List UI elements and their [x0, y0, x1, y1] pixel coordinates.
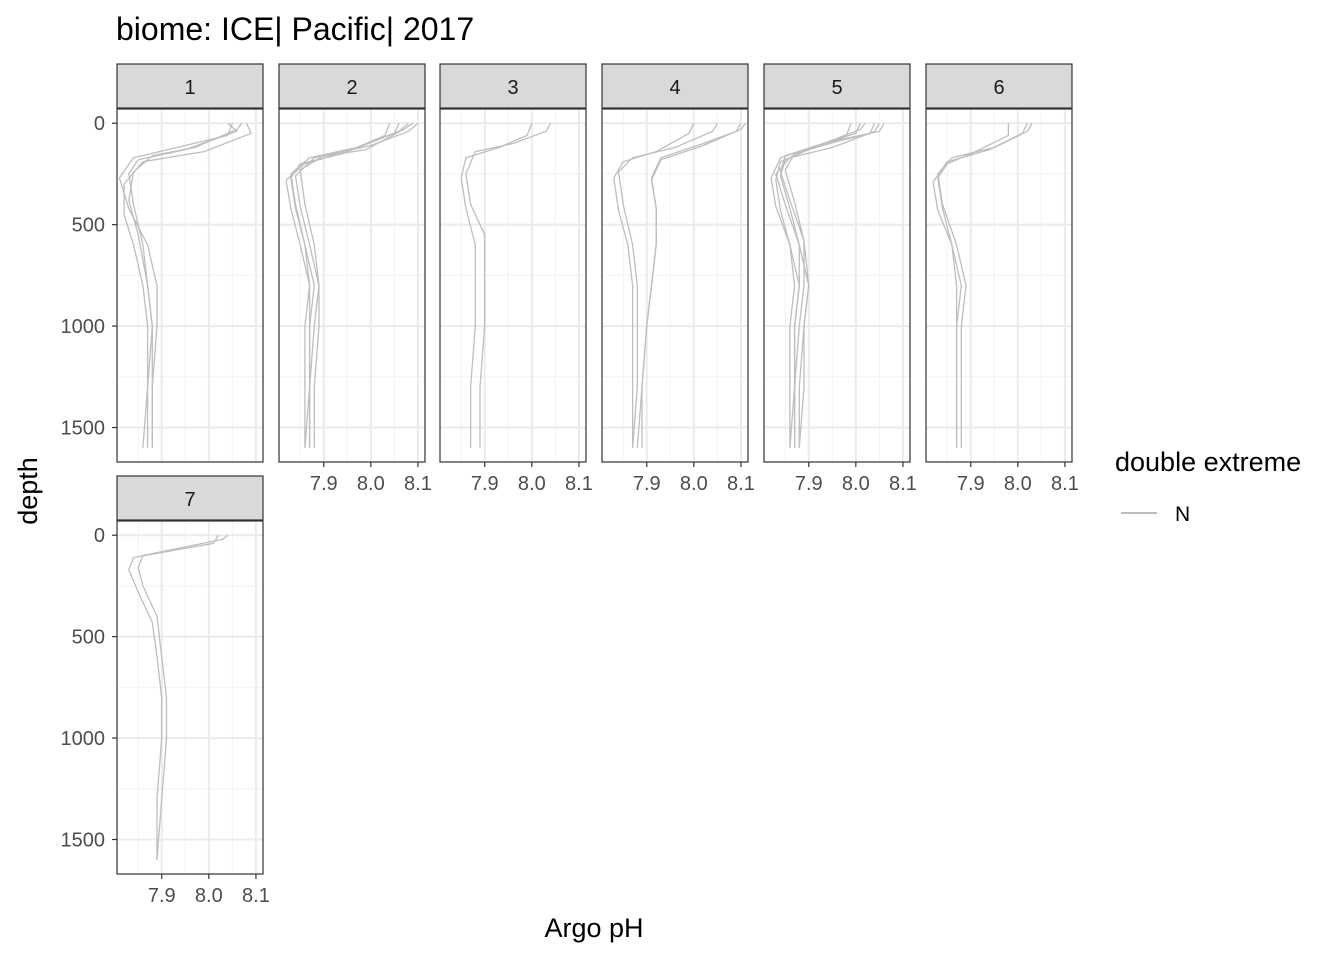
profile-line — [779, 122, 876, 448]
facet-strip — [116, 63, 264, 109]
facet-strip-label: 1 — [184, 77, 195, 99]
profile-line — [123, 122, 252, 448]
profile-line — [641, 122, 747, 448]
panel-background — [764, 109, 910, 462]
panel-border — [439, 108, 587, 463]
facet-strip — [278, 63, 426, 109]
profile-line — [779, 122, 862, 448]
profile-line — [784, 122, 885, 448]
x-tick-label: 8.0 — [518, 473, 546, 495]
facet-strip-label: 4 — [669, 77, 680, 99]
panel-background — [926, 109, 1072, 462]
facet-strip-label: 7 — [184, 489, 195, 511]
facet-strip — [601, 63, 749, 109]
profile-line — [617, 122, 718, 448]
profile-line — [465, 122, 552, 448]
facet-panel-7: 7 0 500 1000 1500 7.9 8.0 8.1 — [61, 475, 270, 907]
y-tick-label: 1000 — [61, 728, 106, 750]
panel-border — [278, 108, 426, 463]
profile-line — [118, 122, 234, 448]
panel-background — [117, 521, 263, 874]
panel-background — [279, 109, 425, 462]
x-tick-label: 8.1 — [1051, 473, 1079, 495]
legend-label-n: N — [1175, 503, 1190, 526]
y-tick-label: 1500 — [61, 418, 106, 440]
legend: double extreme N — [1115, 447, 1301, 526]
profile-line — [128, 534, 219, 860]
y-tick-label: 1000 — [61, 316, 106, 338]
panel-border — [601, 108, 749, 463]
x-tick-label: 7.9 — [148, 885, 176, 907]
profile-line — [937, 123, 1010, 448]
y-tick-label: 500 — [72, 215, 105, 237]
panel-background — [117, 109, 263, 462]
x-tick-label: 7.9 — [795, 473, 823, 495]
panel-background — [602, 109, 748, 462]
profile-line — [290, 122, 391, 448]
profile-line — [299, 122, 419, 448]
facet-panels: 1 0 500 1000 1500 2 7.9 8.0 8.1 3 7.9 8.0 8.1 4 7.9 8.0… — [61, 63, 1079, 907]
facet-panel-1: 1 0 500 1000 1500 — [61, 63, 264, 463]
panel-border — [116, 108, 264, 463]
x-tick-label: 8.1 — [727, 473, 755, 495]
facet-strip — [439, 63, 587, 109]
facet-strip-label: 5 — [831, 77, 842, 99]
chart-title: biome: ICE| Pacific| 2017 — [116, 11, 474, 47]
profile-line — [613, 122, 695, 448]
profile-line — [128, 122, 243, 448]
facet-strip — [925, 63, 1073, 109]
profile-line — [137, 534, 229, 860]
panel-border — [763, 108, 911, 463]
x-tick-label: 8.1 — [565, 473, 593, 495]
y-tick-label: 0 — [94, 525, 105, 547]
x-tick-label: 8.0 — [195, 885, 223, 907]
x-tick-label: 7.9 — [471, 473, 499, 495]
x-tick-label: 8.1 — [404, 473, 432, 495]
x-tick-label: 8.0 — [357, 473, 385, 495]
facet-strip — [116, 475, 264, 521]
x-tick-label: 8.1 — [889, 473, 917, 495]
y-tick-label: 1500 — [61, 830, 106, 852]
facet-strip-label: 6 — [993, 77, 1004, 99]
facet-strip-label: 2 — [346, 77, 357, 99]
panel-border — [116, 520, 264, 875]
x-tick-label: 8.0 — [680, 473, 708, 495]
facet-panel-3: 3 7.9 8.0 8.1 — [439, 63, 593, 495]
facet-panel-5: 5 7.9 8.0 8.1 — [763, 63, 917, 495]
panel-border — [925, 108, 1073, 463]
facet-strip — [763, 63, 911, 109]
x-tick-label: 7.9 — [633, 473, 661, 495]
x-tick-label: 8.0 — [842, 473, 870, 495]
legend-title: double extreme — [1115, 447, 1301, 477]
facet-panel-6: 6 7.9 8.0 8.1 — [925, 63, 1079, 495]
panel-background — [440, 109, 586, 462]
x-tick-label: 8.0 — [1004, 473, 1032, 495]
profile-line — [775, 122, 880, 448]
y-tick-label: 500 — [72, 627, 105, 649]
profile-line — [460, 122, 533, 448]
y-tick-label: 0 — [94, 113, 105, 135]
y-axis-label: depth — [13, 457, 43, 525]
facet-panel-4: 4 7.9 8.0 8.1 — [601, 63, 755, 495]
facet-panel-2: 2 7.9 8.0 8.1 — [278, 63, 432, 495]
x-axis-label: Argo pH — [544, 913, 643, 943]
x-tick-label: 7.9 — [310, 473, 338, 495]
facet-strip-label: 3 — [507, 77, 518, 99]
x-tick-label: 7.9 — [957, 473, 985, 495]
x-tick-label: 8.1 — [242, 885, 270, 907]
